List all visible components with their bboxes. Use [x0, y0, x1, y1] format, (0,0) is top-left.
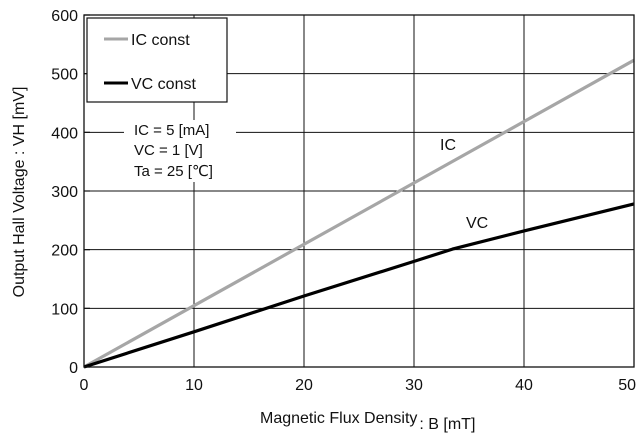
x-tick-label: 20	[295, 377, 313, 394]
legend-box	[86, 17, 228, 103]
condition-current: IC = 5 [mA]	[134, 122, 209, 139]
y-axis-title: Output Hall Voltage : VH [mV]	[11, 87, 28, 298]
legend-label-vc: VC const	[131, 76, 196, 93]
x-axis-title-unit: : B [mT]	[419, 416, 475, 433]
x-tick-label: 50	[618, 377, 636, 394]
y-tick-label: 200	[51, 243, 78, 260]
x-tick-label: 0	[80, 377, 89, 394]
x-tick-label: 40	[515, 377, 533, 394]
x-tick-labels: 0 10 20 30 40 50	[80, 377, 636, 394]
y-tick-label: 500	[51, 67, 78, 84]
y-tick-label: 100	[51, 301, 78, 318]
x-tick-label: 30	[405, 377, 423, 394]
series-label-ic: IC	[440, 137, 456, 154]
plot-frame	[83, 14, 635, 368]
series-line-ic	[83, 58, 635, 369]
conditions-note: IC = 5 [mA] VC = 1 [V] Ta = 25 [℃]	[124, 120, 236, 182]
y-tick-label: 400	[51, 125, 78, 142]
x-tick-label: 10	[185, 377, 203, 394]
x-axis-title: Magnetic Flux Density: B [mT]	[260, 410, 475, 433]
conditions-background	[124, 120, 236, 182]
series-label-vc: VC	[466, 215, 488, 232]
condition-temperature: Ta = 25 [℃]	[134, 163, 213, 180]
y-tick-label: 0	[69, 360, 78, 377]
y-tick-label: 300	[51, 184, 78, 201]
y-tick-label: 600	[51, 8, 78, 25]
legend: IC const VC const	[86, 17, 228, 103]
condition-voltage: VC = 1 [V]	[134, 142, 203, 159]
x-axis-title-main: Magnetic Flux Density	[260, 410, 417, 427]
series-line-vc	[83, 202, 635, 369]
series-lines	[83, 58, 635, 369]
legend-label-ic: IC const	[131, 32, 190, 49]
y-tick-labels: 0 100 200 300 400 500 600	[51, 8, 78, 377]
